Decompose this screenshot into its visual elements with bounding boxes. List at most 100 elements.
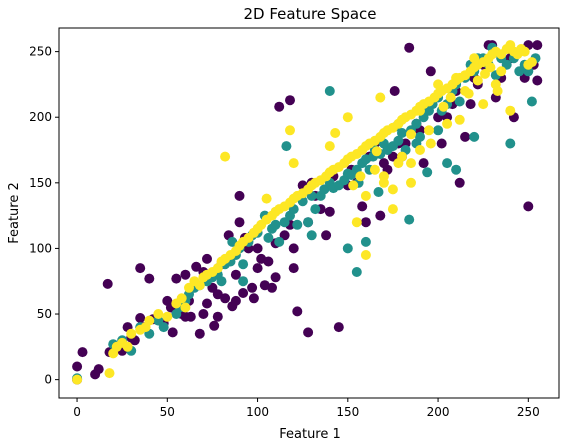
class-1-point: [238, 259, 249, 270]
class-1-point: [342, 243, 353, 254]
class-0-point: [404, 42, 415, 53]
x-axis: 0 50 100 150 200 250: [73, 398, 540, 419]
class-2-point: [180, 302, 191, 313]
class-2-point: [505, 105, 516, 116]
class-1-point: [279, 217, 290, 228]
class-2-point: [406, 158, 416, 169]
class-2-point: [153, 309, 164, 319]
class-0-point: [234, 217, 245, 228]
class-0-point: [171, 273, 182, 284]
class-2-point: [469, 53, 480, 64]
class-0-point: [460, 131, 471, 142]
class-0-point: [270, 272, 281, 283]
class-0-point: [267, 282, 277, 293]
class-2-point: [220, 151, 231, 162]
class-0-point: [230, 295, 241, 306]
class-1-point: [351, 267, 362, 277]
class-2-point: [378, 177, 389, 188]
x-tick-label: 150: [336, 405, 359, 419]
class-2-point: [285, 125, 295, 136]
class-0-point: [93, 364, 104, 375]
class-2-point: [360, 190, 371, 201]
class-0-point: [202, 253, 212, 264]
class-2-point: [387, 184, 398, 195]
class-0-point: [220, 293, 231, 304]
class-2-point: [406, 177, 416, 188]
class-2-point: [526, 57, 537, 68]
class-1-point: [501, 59, 512, 70]
class-1-point: [306, 230, 317, 241]
class-0-point: [247, 282, 258, 293]
class-2-point: [342, 112, 353, 123]
class-0-point: [465, 99, 476, 110]
class-0-point: [185, 311, 196, 322]
class-2-point: [485, 62, 496, 73]
class-1-point: [292, 219, 303, 230]
points-layer: [72, 40, 543, 385]
x-tick-label: 250: [517, 405, 540, 419]
class-2-point: [492, 86, 503, 96]
class-0-point: [523, 201, 534, 212]
class-1-point: [393, 135, 404, 146]
class-0-point: [263, 256, 274, 267]
class-2-point: [451, 72, 462, 83]
class-0-point: [324, 206, 335, 217]
class-0-point: [135, 313, 146, 323]
class-2-point: [348, 180, 359, 191]
class-0-point: [532, 40, 543, 51]
class-0-point: [375, 210, 386, 221]
class-1-point: [411, 118, 422, 129]
class-0-point: [135, 263, 146, 274]
class-0-point: [202, 298, 212, 309]
class-2-point: [454, 114, 465, 125]
chart-title: 2D Feature Space: [243, 5, 376, 23]
plot-frame: [58, 27, 560, 399]
y-tick-label: 250: [29, 45, 52, 59]
class-0-point: [191, 261, 202, 272]
class-2-point: [72, 374, 83, 385]
class-1-point: [324, 86, 335, 96]
class-2-point: [351, 217, 362, 228]
class-2-point: [442, 118, 453, 129]
class-2-point: [463, 88, 474, 99]
class-0-point: [252, 263, 263, 274]
class-0-point: [288, 263, 299, 274]
class-0-point: [212, 311, 223, 322]
x-tick-label: 200: [427, 405, 450, 419]
class-2-point: [355, 171, 366, 182]
class-2-point: [472, 75, 483, 86]
class-1-point: [238, 276, 249, 287]
class-2-point: [478, 99, 489, 110]
class-2-point: [194, 280, 205, 291]
class-1-point: [469, 131, 480, 142]
class-1-point: [274, 236, 285, 247]
class-2-point: [288, 158, 299, 169]
class-1-point: [442, 158, 453, 169]
class-0-point: [238, 288, 249, 298]
y-tick-label: 50: [37, 307, 52, 321]
class-0-point: [288, 243, 299, 254]
x-tick-label: 50: [160, 405, 175, 419]
class-0-point: [357, 201, 368, 212]
class-0-point: [72, 361, 83, 372]
class-2-point: [424, 125, 434, 136]
class-0-point: [292, 306, 303, 317]
class-2-point: [415, 105, 425, 116]
y-tick-label: 100: [29, 241, 52, 255]
class-2-point: [360, 250, 371, 260]
class-1-point: [263, 232, 274, 243]
class-0-point: [212, 289, 223, 300]
class-2-point: [425, 138, 436, 149]
class-2-point: [375, 92, 386, 103]
class-2-point: [104, 368, 115, 379]
class-2-point: [324, 141, 335, 152]
x-tick-label: 100: [246, 405, 269, 419]
class-0-point: [180, 269, 191, 280]
y-tick-label: 150: [29, 176, 52, 190]
class-2-point: [330, 128, 341, 138]
class-2-point: [393, 158, 404, 169]
class-0-point: [389, 86, 400, 96]
class-0-point: [234, 190, 245, 201]
class-1-point: [281, 141, 292, 152]
